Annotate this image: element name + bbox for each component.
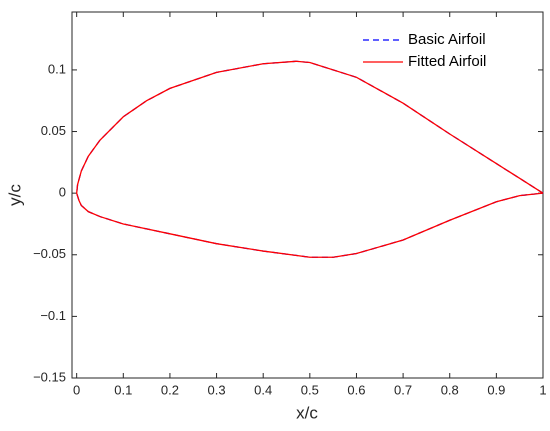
y-tick-label: 0.05 (41, 123, 66, 138)
airfoil-line (75, 60, 544, 258)
y-axis-label: y/c (5, 184, 24, 206)
x-tick-label: 1 (539, 382, 546, 397)
y-tick-label: 0 (59, 185, 66, 200)
x-tick-label: 0.4 (254, 382, 272, 397)
x-tick-label: 0.1 (114, 382, 132, 397)
y-tick-label: −0.05 (33, 246, 66, 261)
x-tick-label: 0.9 (487, 382, 505, 397)
y-tick-label: −0.1 (40, 308, 66, 323)
x-tick-label: 0.3 (208, 382, 226, 397)
axes-box (71, 11, 544, 379)
legend-label: Fitted Airfoil (408, 53, 486, 70)
x-tick-label: 0.7 (394, 382, 412, 397)
x-tick-label: 0.5 (301, 382, 319, 397)
x-tick-label: 0.6 (347, 382, 365, 397)
y-tick-label: −0.15 (33, 369, 66, 384)
x-tick-label: 0.8 (441, 382, 459, 397)
x-tick-label: 0 (73, 382, 80, 397)
y-tick-label: 0.1 (48, 61, 66, 76)
x-axis-label: x/c (296, 403, 318, 422)
legend-label: Basic Airfoil (408, 31, 486, 48)
x-tick-label: 0.2 (161, 382, 179, 397)
